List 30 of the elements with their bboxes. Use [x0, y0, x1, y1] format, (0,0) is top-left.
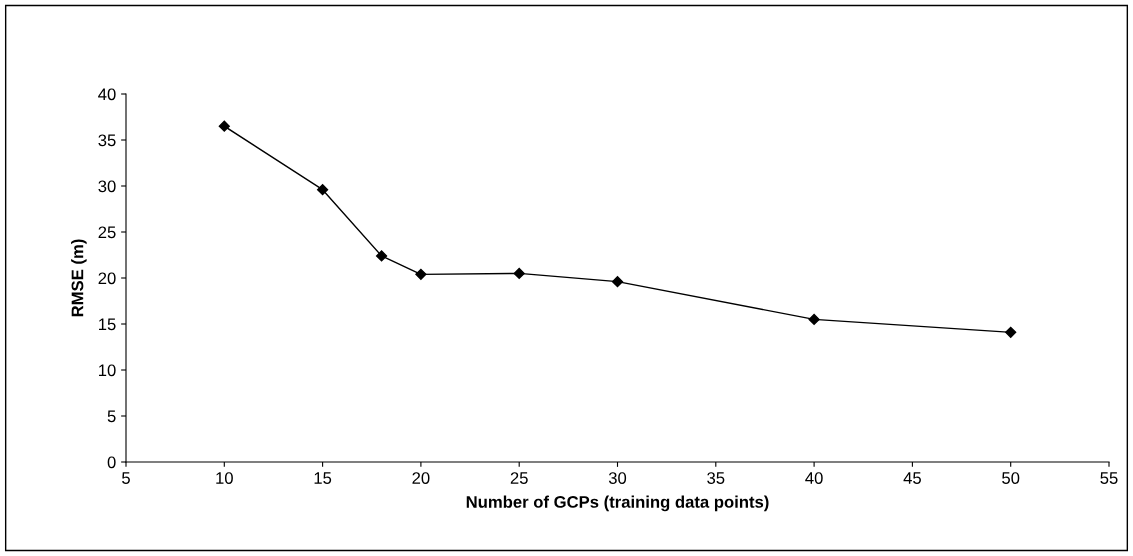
x-tick-label: 35: [707, 472, 725, 484]
y-axis-title: RMSE (m): [71, 239, 87, 317]
x-tick-label: 40: [805, 472, 823, 484]
y-tick-label: 15: [99, 318, 116, 331]
x-tick-label: 30: [608, 472, 627, 484]
x-tick-label: 5: [122, 472, 130, 484]
x-tick-label: 50: [1002, 472, 1020, 484]
x-tick-label: 25: [510, 472, 528, 484]
x-tick-label: 55: [1100, 472, 1118, 484]
x-tick-label: 20: [412, 472, 430, 484]
point: [611, 276, 624, 288]
y-tick-label: 10: [99, 364, 116, 377]
x-tick-label: 15: [314, 472, 332, 484]
x-tick-label: 10: [216, 472, 233, 484]
y-tick-label: 0: [107, 456, 116, 469]
x-axis-title: Number of GCPs (training data points): [466, 495, 769, 512]
y-tick-label: 40: [98, 88, 116, 101]
point: [218, 120, 230, 132]
x-tick-label: 45: [903, 472, 921, 484]
point: [513, 267, 525, 280]
y-tick-label: 30: [98, 180, 116, 193]
y-tick-label: 25: [98, 226, 116, 239]
point: [316, 184, 329, 196]
point: [415, 268, 427, 280]
y-tick-label: 20: [98, 272, 116, 285]
point: [808, 313, 820, 326]
point: [1005, 326, 1017, 338]
y-tick-label: 35: [98, 134, 116, 147]
point: [375, 250, 388, 262]
y-tick-label: 5: [107, 410, 116, 423]
